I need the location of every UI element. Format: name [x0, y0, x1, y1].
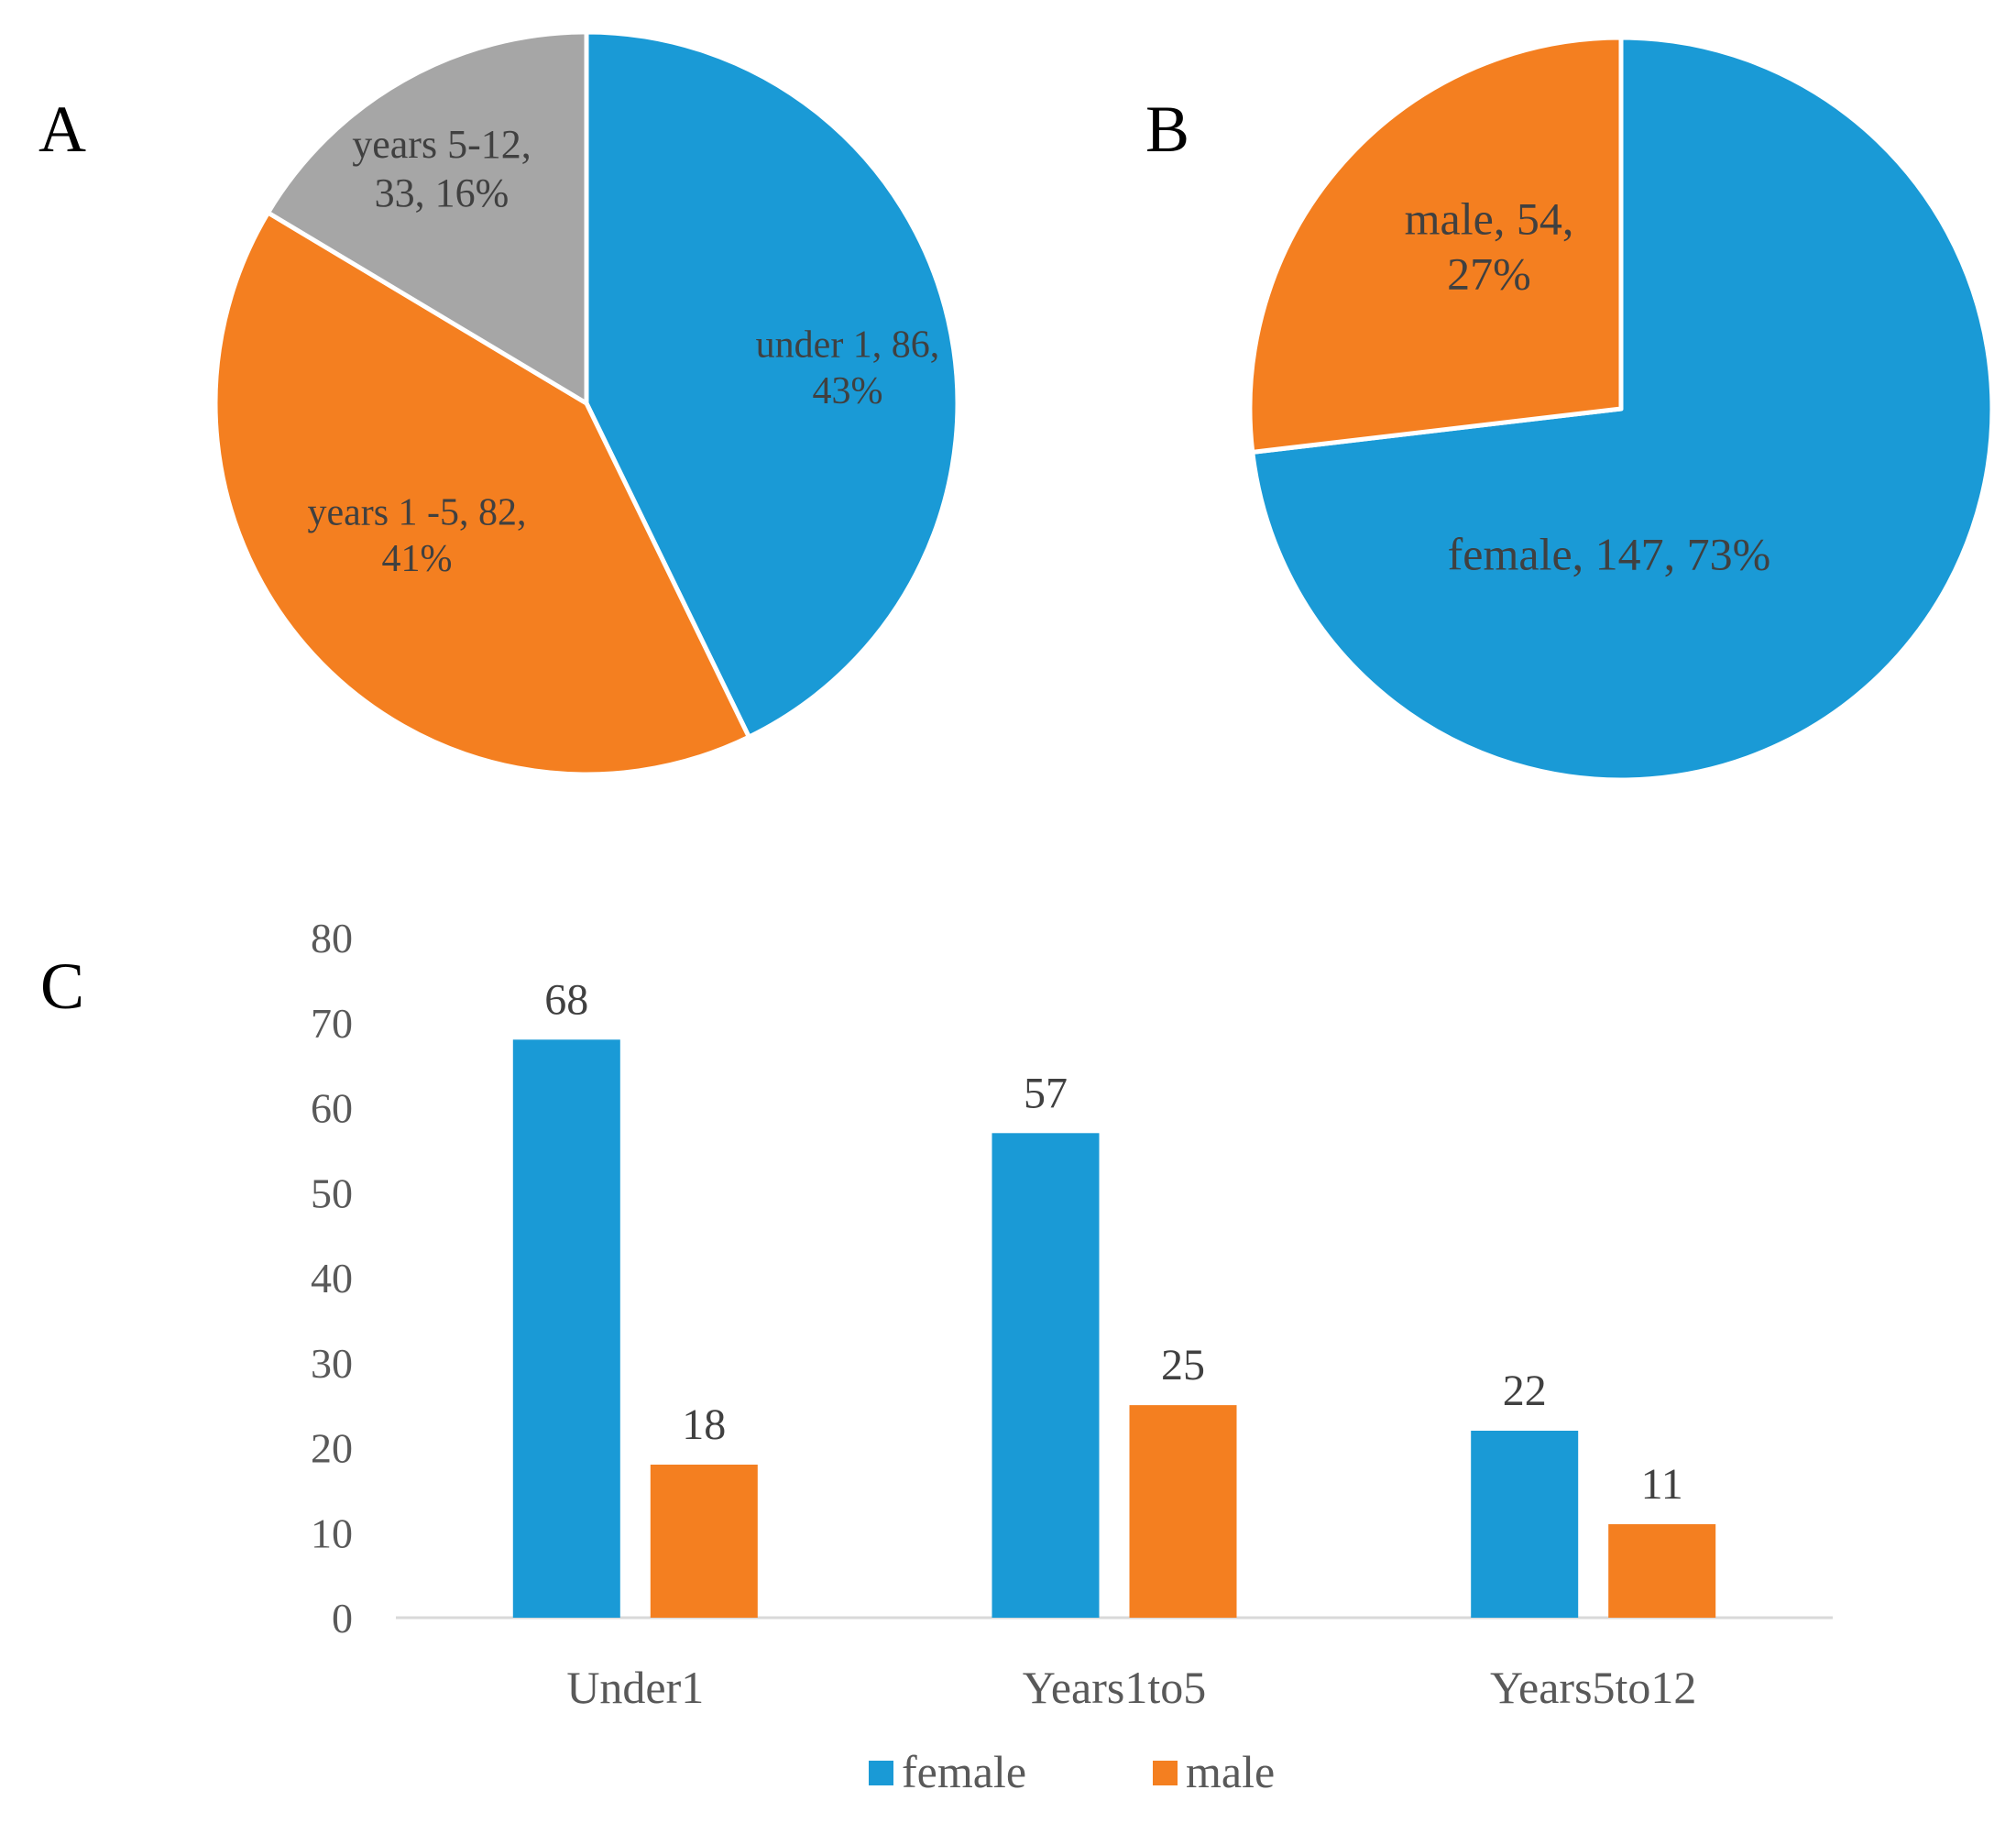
bar-male-years5to12: [1608, 1524, 1716, 1618]
legend-swatch-male: [1153, 1761, 1178, 1785]
bar-value-label: 57: [1024, 1069, 1068, 1117]
bar-value-label: 25: [1161, 1341, 1205, 1389]
data-label-years-5-12: 33, 16%: [375, 170, 509, 215]
y-tick-label: 20: [311, 1425, 353, 1472]
data-label-under-1: under 1, 86,: [756, 324, 940, 367]
y-tick-label: 10: [311, 1510, 353, 1556]
y-tick-label: 40: [311, 1255, 353, 1301]
y-tick-label: 50: [311, 1170, 353, 1216]
y-tick-label: 30: [311, 1340, 353, 1387]
y-tick-label: 70: [311, 1000, 353, 1047]
data-label-years-5-12: years 5-12,: [352, 122, 531, 167]
bar-chart-c: C 0 10 20 30 40 50 60 70 80 68 18 Under1 57 25 Years1to…: [40, 915, 1833, 1797]
bar-female-years5to12: [1471, 1431, 1579, 1618]
panel-label-b: B: [1145, 93, 1189, 166]
x-category-label: Years1to5: [1023, 1662, 1207, 1713]
legend-label-male: male: [1186, 1746, 1275, 1797]
bar-value-label: 18: [682, 1400, 726, 1449]
data-label-under-1: 43%: [813, 370, 883, 412]
panel-label-a: A: [38, 93, 86, 166]
bar-female-years1to5: [992, 1133, 1100, 1618]
pie-slice-years-5-12: [265, 29, 589, 406]
legend-swatch-female: [869, 1761, 893, 1785]
legend-label-female: female: [902, 1746, 1026, 1797]
y-tick-label: 0: [332, 1595, 353, 1642]
x-category-label: Years5to12: [1490, 1662, 1697, 1713]
bar-value-label: 68: [544, 975, 588, 1024]
data-label-male: male, 54,: [1405, 193, 1574, 245]
data-label-years-1-5: 41%: [382, 538, 453, 580]
data-label-female: female, 147, 73%: [1448, 529, 1771, 580]
y-tick-label: 60: [311, 1085, 353, 1132]
bar-female-under1: [512, 1039, 620, 1618]
bar-male-under1: [650, 1465, 758, 1618]
pie-slice-under-1: [584, 29, 960, 740]
panel-label-c: C: [40, 950, 84, 1023]
data-label-male: 27%: [1447, 248, 1531, 300]
bar-male-years1to5: [1129, 1405, 1237, 1618]
pie-slice-male: [1247, 35, 1624, 455]
x-category-label: Under1: [566, 1662, 704, 1713]
y-tick-label: 80: [311, 915, 353, 961]
bar-value-label: 11: [1641, 1460, 1683, 1509]
bar-value-label: 22: [1503, 1367, 1547, 1415]
pie-slice-years-1-5: [213, 210, 751, 777]
data-label-years-1-5: years 1 -5, 82,: [307, 492, 526, 534]
